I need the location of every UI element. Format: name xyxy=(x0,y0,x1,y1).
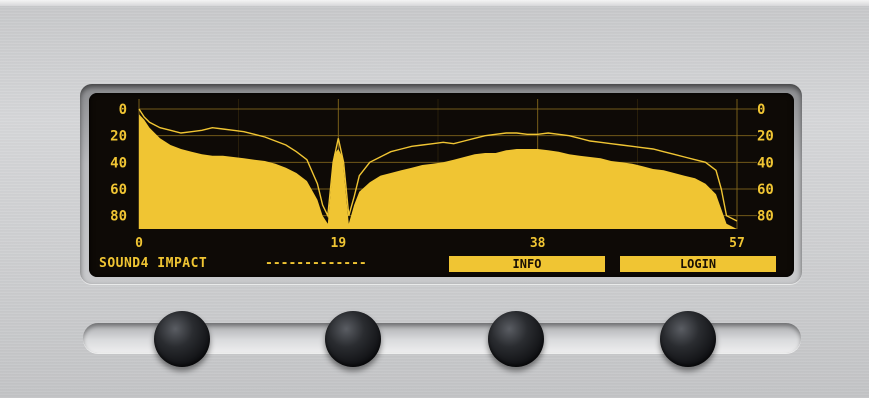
knob-4[interactable] xyxy=(660,311,716,367)
spectrum-fill xyxy=(139,114,737,229)
x-tick-label: 57 xyxy=(729,236,745,251)
y-right-tick-label: 20 xyxy=(757,129,774,145)
y-left-tick-label: 60 xyxy=(110,182,127,198)
x-tick-label: 38 xyxy=(530,236,546,251)
title-dashes: ------------- xyxy=(265,256,367,271)
knob-2[interactable] xyxy=(325,311,381,367)
info-button[interactable]: INFO xyxy=(449,256,605,272)
y-left-tick-label: 0 xyxy=(119,102,127,118)
y-right-tick-label: 60 xyxy=(757,182,774,198)
y-right-tick-label: 40 xyxy=(757,155,774,171)
y-right-tick-label: 0 xyxy=(757,102,765,118)
panel-top-edge xyxy=(0,0,869,6)
x-tick-label: 19 xyxy=(331,236,347,251)
x-tick-label: 0 xyxy=(135,236,143,251)
y-left-tick-label: 40 xyxy=(110,155,127,171)
y-left-tick-label: 20 xyxy=(110,129,127,145)
device-title: SOUND4 IMPACT xyxy=(99,256,208,271)
knob-1[interactable] xyxy=(154,311,210,367)
y-right-tick-label: 80 xyxy=(757,209,774,225)
lcd-screen: 0 20 40 60 80 0 20 40 60 80 0 19 38 57 SOUND4 IMPACT … xyxy=(89,93,794,277)
spectrum-chart: 0 20 40 60 80 0 20 40 60 80 0 19 38 57 xyxy=(110,99,774,251)
y-left-tick-label: 80 xyxy=(110,209,127,225)
spectrum-peak-line xyxy=(138,108,738,222)
login-button[interactable]: LOGIN xyxy=(620,256,776,272)
knob-3[interactable] xyxy=(488,311,544,367)
lcd-status-bar: SOUND4 IMPACT ------------- INFO LOGIN xyxy=(89,254,794,274)
